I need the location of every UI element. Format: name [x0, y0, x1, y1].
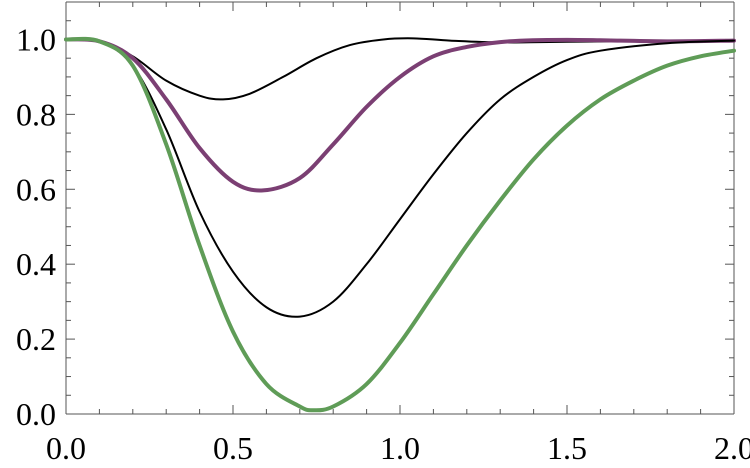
axes — [65, 1, 735, 415]
y-tick-label: 0.0 — [16, 396, 56, 432]
y-tick-label: 0.4 — [16, 246, 56, 282]
y-tick-label: 1.0 — [16, 21, 56, 57]
tick-labels: 0.0 0.5 1.0 1.5 2.0 0.0 0.2 0.4 0.6 0.8 1.0 — [16, 21, 750, 466]
y-tick-label: 0.2 — [16, 321, 56, 357]
x-tick-label: 0.5 — [213, 430, 253, 466]
y-tick-label: 0.6 — [16, 171, 56, 207]
series-line-1 — [65, 37, 735, 101]
x-tick-label: 2.0 — [714, 430, 750, 466]
x-tick-label: 1.0 — [380, 430, 420, 466]
series-line-2 — [64, 37, 736, 193]
x-tick-label: 0.0 — [46, 430, 86, 466]
series-line-3 — [65, 37, 735, 318]
series-line-4 — [64, 36, 736, 413]
y-tick-label: 0.8 — [16, 96, 56, 132]
x-tick-label: 1.5 — [547, 430, 587, 466]
series-layer — [64, 36, 736, 413]
